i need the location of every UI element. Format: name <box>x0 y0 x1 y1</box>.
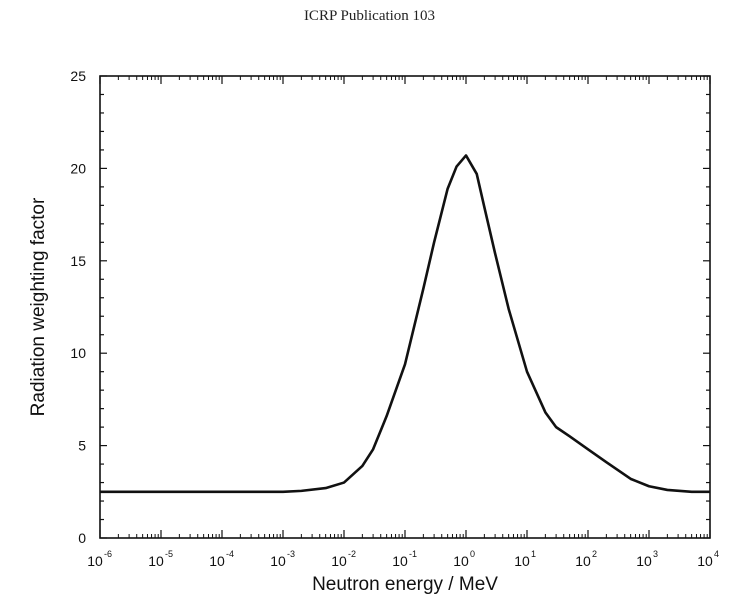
x-tick-label: 10 <box>453 553 469 569</box>
y-tick-label: 5 <box>78 438 86 454</box>
x-tick-exponent: -3 <box>287 549 295 559</box>
x-tick-label: 10 <box>697 553 713 569</box>
x-tick-label: 10 <box>514 553 530 569</box>
x-tick-label: 10 <box>392 553 408 569</box>
y-tick-label: 15 <box>70 253 86 269</box>
x-tick-label: 10 <box>270 553 286 569</box>
x-tick-label: 10 <box>636 553 652 569</box>
plot-frame <box>99 75 711 539</box>
y-tick-label: 20 <box>70 160 86 176</box>
x-tick-exponent: 2 <box>592 549 597 559</box>
x-tick-exponent: 0 <box>470 549 475 559</box>
x-tick-exponent: -5 <box>165 549 173 559</box>
x-tick-label: 10 <box>331 553 347 569</box>
x-axis-title: Neutron energy / MeV <box>312 574 498 595</box>
x-tick-label: 10 <box>148 553 164 569</box>
y-tick-label: 0 <box>78 530 86 546</box>
x-tick-exponent: -4 <box>226 549 234 559</box>
x-tick-label: 10 <box>209 553 225 569</box>
weighting-factor-curve <box>100 154 710 494</box>
y-tick-label: 10 <box>70 345 86 361</box>
x-tick-exponent: 4 <box>714 549 719 559</box>
x-tick-exponent: -1 <box>409 549 417 559</box>
page-header: ICRP Publication 103 <box>303 8 436 24</box>
x-tick-exponent: 1 <box>531 549 536 559</box>
y-tick-label: 25 <box>70 68 86 84</box>
x-tick-exponent: -6 <box>104 549 112 559</box>
x-tick-exponent: 3 <box>653 549 658 559</box>
x-tick-exponent: -2 <box>348 549 356 559</box>
x-tick-label: 10 <box>87 553 103 569</box>
x-tick-label: 10 <box>575 553 591 569</box>
y-axis-title: Radiation weighting factor <box>28 197 49 416</box>
